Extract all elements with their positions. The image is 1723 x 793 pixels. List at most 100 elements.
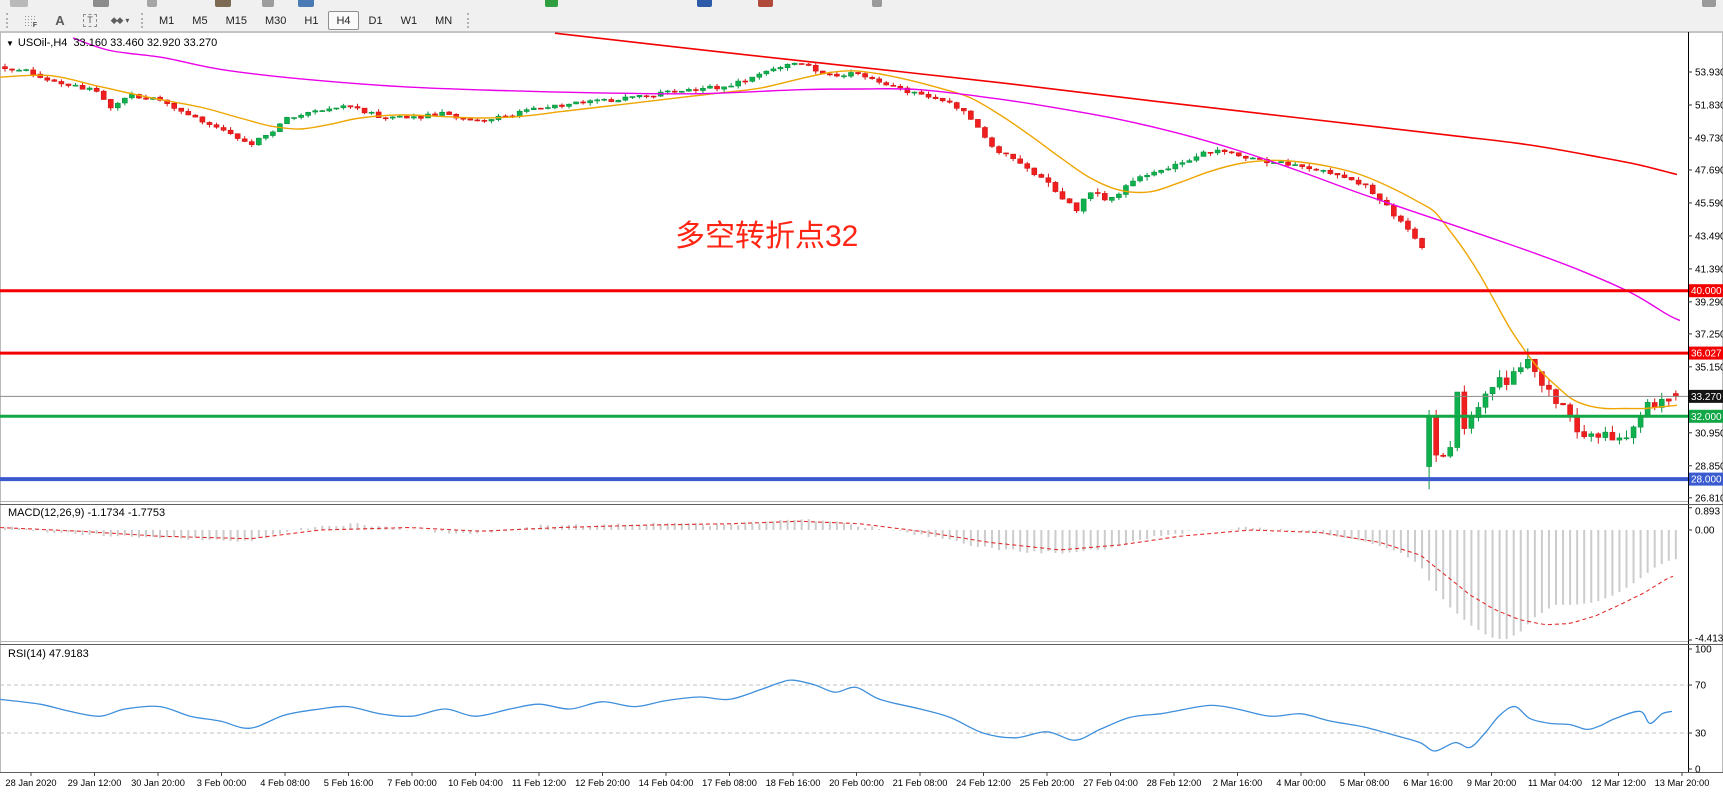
candle-body: [1158, 169, 1164, 173]
time-axis-label: 4 Mar 00:00: [1276, 778, 1326, 788]
moving-average-ma-slow-red: [554, 32, 1678, 176]
candle-body: [1102, 193, 1108, 201]
candle-body: [897, 85, 904, 89]
candle-body: [1024, 163, 1031, 169]
timeframe-button-H4[interactable]: H4: [328, 11, 359, 30]
candle-body: [1560, 403, 1566, 406]
time-axis-label: 28 Feb 12:00: [1147, 778, 1202, 788]
timeframe-button-M5[interactable]: M5: [192, 14, 208, 27]
candle-body: [171, 102, 177, 109]
candle-body: [1031, 167, 1038, 175]
price-tick-label: 43.490: [1695, 231, 1723, 242]
candle-body: [932, 96, 939, 99]
candle-body: [1193, 156, 1200, 161]
candlestick-series: [2, 62, 1679, 490]
candle-body: [996, 146, 1002, 153]
candle-body: [939, 97, 946, 102]
arrows-icon: ◆◆: [110, 15, 124, 25]
candle-body: [1080, 198, 1087, 212]
timeframe-button-M1[interactable]: M1: [159, 14, 175, 27]
timeframe-button-M30[interactable]: M30: [264, 14, 287, 27]
candle-body: [1440, 454, 1446, 457]
rsi-scale-label: 0: [1695, 765, 1701, 776]
candle-body: [1461, 391, 1468, 429]
time-axis-label: 30 Jan 20:00: [131, 778, 185, 788]
candle-body: [1144, 174, 1150, 178]
rsi-scale-label: 100: [1695, 645, 1712, 656]
rsi-panel: [0, 679, 1688, 752]
price-tick-label: 30.950: [1695, 428, 1723, 439]
candle-body: [812, 65, 819, 72]
candle-body: [1510, 371, 1517, 385]
candle-body: [1532, 358, 1538, 372]
candle-body: [904, 87, 911, 94]
candle-body: [319, 110, 326, 112]
candle-body: [545, 107, 551, 109]
timeframe-button-MN[interactable]: MN: [435, 14, 453, 27]
candle-body: [79, 85, 86, 90]
grid-icon: F: [24, 15, 37, 29]
time-axis-label: 11 Feb 12:00: [512, 778, 566, 788]
candle-body: [199, 116, 206, 123]
time-scale[interactable]: 28 Jan 2020 29 Jan 12:00 30 Jan 20:00 3 Feb…: [5, 772, 1709, 789]
candle-body: [721, 86, 727, 90]
candle-body: [284, 116, 290, 124]
candle-body: [763, 70, 770, 75]
timeframe-button-M15[interactable]: M15: [225, 14, 247, 27]
candle-body: [1130, 180, 1136, 187]
price-scale[interactable]: 53.930 51.830 49.730 47.690 45.590 43.490 41.3…: [1688, 68, 1723, 776]
symbol-dropdown-icon[interactable]: ▼: [6, 39, 14, 48]
candle-body: [848, 72, 854, 77]
candle-body: [1179, 162, 1186, 165]
price-tick-label: 39.290: [1695, 297, 1723, 308]
toolbar-icon-fragment: [872, 0, 882, 7]
candle-body: [44, 77, 51, 81]
candle-body: [855, 72, 861, 74]
price-tick-label: 35.150: [1695, 362, 1723, 373]
toolbar-drag-handle[interactable]: [467, 13, 472, 28]
candle-body: [1588, 433, 1595, 437]
price-badge-33.270: [1689, 389, 1723, 403]
candle-body: [418, 115, 424, 119]
candle-body: [798, 63, 805, 65]
timeframe-button-W1[interactable]: W1: [400, 14, 418, 27]
timeframe-button-H1[interactable]: H1: [304, 14, 319, 27]
toolbar-drag-handle[interactable]: [6, 13, 11, 28]
candle-body: [1214, 149, 1221, 154]
toolbar-icon-fragment: [545, 0, 558, 7]
price-tick-label: 28.850: [1695, 461, 1723, 472]
time-axis-label: 2 Mar 16:00: [1213, 778, 1263, 788]
candle-body: [1285, 161, 1291, 166]
time-axis-label: 17 Feb 08:00: [702, 778, 757, 788]
candle-body: [1038, 174, 1045, 178]
candle-body: [678, 90, 685, 93]
candle-body: [312, 110, 319, 113]
candle-body: [869, 77, 875, 79]
arrow-objects-button[interactable]: ◆◆ ▾: [105, 11, 135, 31]
text-annotation-button[interactable]: A: [45, 11, 75, 31]
chart-annotation-text[interactable]: 多空转折点32: [675, 220, 859, 253]
candle-body: [347, 105, 354, 108]
candle-body: [1052, 182, 1059, 192]
toolbar-drag-handle[interactable]: [141, 13, 146, 28]
candle-body: [693, 89, 699, 91]
candle-body: [925, 93, 932, 98]
template-grid-button[interactable]: F: [15, 11, 45, 31]
text-label-button[interactable]: T: [75, 11, 105, 31]
candle-body: [1017, 158, 1024, 164]
price-tick-label: 47.690: [1695, 165, 1723, 176]
candle-body: [1094, 192, 1101, 194]
timeframe-button-D1[interactable]: D1: [368, 14, 383, 27]
price-badge-label: 28.000: [1691, 475, 1722, 486]
time-axis-label: 21 Feb 08:00: [893, 778, 948, 788]
chart-canvas[interactable]: 53.930 51.830 49.730 47.690 45.590 43.490 41.3…: [0, 31, 1723, 793]
macd-scale-label: 0.893: [1695, 507, 1720, 518]
candle-body: [263, 135, 269, 139]
candle-body: [777, 67, 784, 70]
candle-body: [968, 110, 974, 120]
candle-body: [143, 97, 149, 100]
candle-body: [671, 90, 678, 93]
candle-body: [474, 119, 481, 122]
